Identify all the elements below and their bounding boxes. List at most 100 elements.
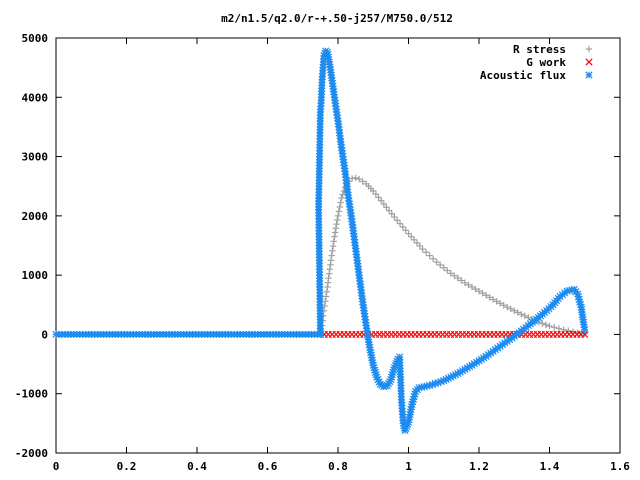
data-point [472, 285, 479, 293]
data-point [507, 305, 514, 313]
data-point [419, 245, 426, 253]
legend-label: R stress [513, 43, 566, 56]
data-point [546, 322, 553, 330]
data-point [334, 216, 341, 224]
data-point [539, 320, 546, 327]
data-point [329, 247, 336, 255]
data-point [383, 204, 390, 211]
data-point [493, 298, 500, 305]
data-point [433, 258, 440, 266]
y-tick-label: 0 [41, 328, 48, 341]
data-point [333, 220, 340, 228]
data-point [337, 199, 344, 206]
data-point [465, 281, 472, 289]
data-point [447, 270, 454, 277]
data-point [322, 298, 329, 305]
data-point [468, 283, 476, 291]
data-point [394, 217, 401, 224]
data-point [391, 213, 398, 221]
data-point [359, 178, 366, 185]
data-point [413, 239, 421, 247]
legend-label: Acoustic flux [480, 69, 566, 82]
data-point [416, 242, 423, 250]
x-tick-label: 1.2 [469, 460, 489, 473]
x-tick-label: 0.4 [187, 460, 207, 473]
data-point [454, 274, 462, 282]
data-point [402, 227, 409, 234]
x-tick-label: 0.2 [117, 460, 137, 473]
data-point [329, 242, 337, 250]
data-point [338, 194, 345, 202]
legend-marker [585, 58, 593, 66]
legend-marker [585, 71, 593, 79]
x-tick-label: 0.6 [258, 460, 278, 473]
data-point [332, 225, 340, 232]
data-point [399, 223, 407, 231]
y-tick-label: -1000 [15, 388, 48, 401]
data-point [511, 307, 518, 314]
data-point [521, 312, 529, 320]
data-point [482, 292, 490, 299]
series-acoustic-flux [52, 47, 589, 435]
data-point [405, 230, 412, 237]
data-point [426, 252, 433, 259]
data-point [461, 279, 469, 287]
y-tick-label: 5000 [22, 32, 49, 45]
data-point [475, 287, 483, 295]
data-point [388, 210, 395, 217]
data-point [514, 309, 521, 316]
chart-title: m2/n1.5/q2.0/r-+.50-j257/M750.0/512 [221, 12, 453, 25]
data-point [334, 212, 342, 220]
data-point [330, 238, 337, 245]
x-tick-label: 1.4 [540, 460, 560, 473]
data-point [385, 207, 393, 214]
x-tick-label: 1 [405, 460, 412, 473]
data-point [525, 314, 532, 321]
data-point [422, 249, 430, 256]
data-point [500, 302, 507, 309]
data-point [551, 324, 558, 331]
data-point [542, 321, 550, 328]
y-tick-label: 3000 [22, 151, 49, 164]
series-r-stress [317, 174, 588, 338]
data-point [335, 208, 343, 215]
data-point [336, 203, 343, 211]
data-point [377, 197, 385, 204]
data-point [396, 220, 404, 227]
data-point [370, 187, 377, 195]
data-point [440, 264, 447, 271]
legend-label: G work [526, 56, 566, 69]
data-point [380, 200, 388, 208]
data-point [328, 252, 335, 259]
data-point [331, 229, 339, 236]
y-tick-label: 1000 [22, 269, 49, 282]
y-tick-label: 4000 [22, 91, 49, 104]
x-tick-label: 0 [53, 460, 60, 473]
data-point [565, 327, 572, 334]
y-tick-label: 2000 [22, 210, 49, 223]
data-point [352, 174, 359, 182]
data-point [451, 272, 458, 279]
data-point [327, 257, 335, 264]
data-point [504, 303, 511, 311]
data-point [555, 325, 563, 332]
data-point [410, 236, 418, 244]
data-point [581, 326, 589, 334]
data-point [437, 261, 444, 269]
data-point [355, 175, 363, 183]
data-point [331, 233, 338, 240]
data-point [322, 293, 330, 300]
data-point [408, 233, 415, 240]
data-point [479, 290, 486, 297]
series-g-work [316, 330, 589, 339]
data-point [518, 311, 525, 318]
data-point [429, 255, 437, 263]
data-point [375, 194, 382, 201]
data-point [372, 191, 380, 198]
x-tick-label: 1.6 [610, 460, 630, 473]
data-point [323, 288, 330, 295]
x-tick-label: 0.8 [328, 460, 348, 473]
data-point [496, 300, 504, 307]
data-point [458, 277, 465, 284]
